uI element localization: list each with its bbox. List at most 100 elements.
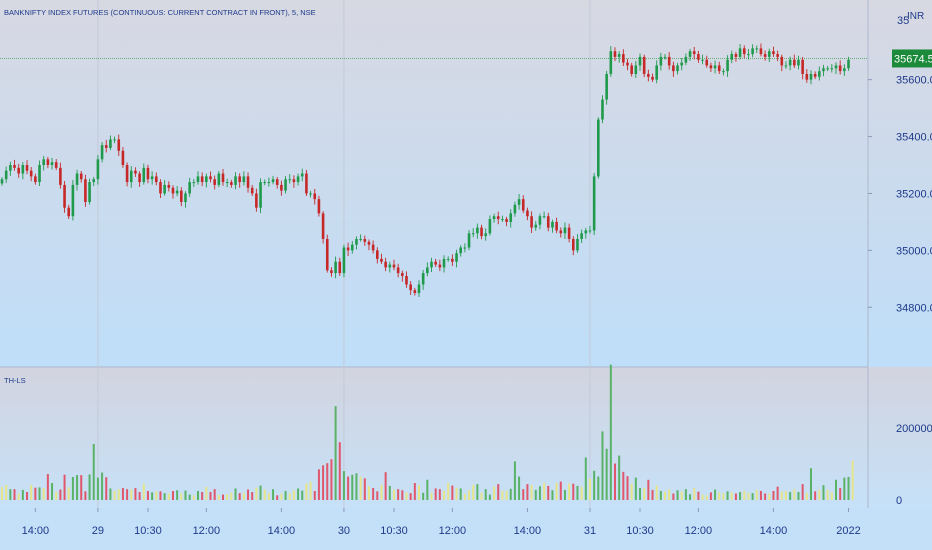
candle-body <box>626 62 629 66</box>
candle-body <box>21 165 25 174</box>
volume-bar <box>655 485 658 500</box>
volume-bar <box>593 470 596 500</box>
volume-bar <box>288 493 291 500</box>
candle-body <box>255 193 258 208</box>
volume-bar <box>843 477 846 500</box>
candle-body <box>672 65 675 72</box>
volume-bar <box>322 465 325 500</box>
time-tick-label: 30 <box>338 525 350 537</box>
volume-bar <box>443 490 446 500</box>
volume-bar <box>618 455 621 500</box>
candle-body <box>363 238 367 242</box>
candle-body <box>171 187 175 194</box>
volume-bar <box>576 485 579 500</box>
volume-bar <box>30 484 33 500</box>
volume-bar <box>797 492 800 500</box>
volume-bar <box>230 492 233 500</box>
candle-body <box>559 230 563 234</box>
candle-body <box>501 219 504 221</box>
candle-body <box>92 179 96 183</box>
volume-bar <box>117 489 120 500</box>
candle-body <box>659 56 663 66</box>
volume-bar <box>830 492 833 500</box>
volume-bar <box>142 483 145 500</box>
volume-bar <box>789 492 792 500</box>
candle-body <box>225 182 229 184</box>
volume-bar <box>355 473 358 500</box>
volume-bar <box>126 489 129 500</box>
candle-body <box>838 65 842 72</box>
volume-bar <box>559 481 562 500</box>
volume-bar <box>418 485 420 500</box>
candle-body <box>538 216 542 225</box>
candle-body <box>138 173 141 183</box>
candle-body <box>651 76 654 80</box>
volume-bar <box>392 489 395 500</box>
candle-body <box>730 54 734 60</box>
volume-bar <box>664 491 667 500</box>
volume-bar <box>505 490 508 500</box>
volume-bar <box>634 477 637 500</box>
volume-bar <box>209 492 212 500</box>
volume-bar <box>146 490 149 500</box>
volume-bar <box>255 487 258 500</box>
volume-bar <box>588 478 591 500</box>
volume-bar <box>568 483 571 500</box>
candle-body <box>801 59 804 74</box>
price-tick-label: 35000.00 <box>896 245 932 257</box>
volume-bar <box>668 489 671 500</box>
candle-body <box>163 184 166 194</box>
candle-body <box>175 190 179 194</box>
last-price-value: 35674.50 <box>894 53 932 65</box>
volume-bar <box>405 492 408 500</box>
candle-body <box>13 165 16 168</box>
candle-body <box>622 54 625 63</box>
candle-body <box>4 170 8 180</box>
volume-bar <box>755 489 758 500</box>
candle-body <box>734 54 738 57</box>
candle-body <box>88 182 91 202</box>
volume-bar <box>847 476 850 500</box>
candle-body <box>267 182 271 184</box>
volume-bar <box>814 491 817 500</box>
volume-bar <box>380 484 383 500</box>
candle-body <box>655 65 658 80</box>
candle-body <box>830 68 834 70</box>
candle-body <box>38 165 41 183</box>
volume-bar <box>76 475 79 500</box>
volume-bar <box>693 488 696 500</box>
volume-bar <box>305 483 308 500</box>
candle-body <box>705 59 709 66</box>
candle-body <box>563 227 567 234</box>
volume-bar <box>388 485 391 500</box>
candle-body <box>818 71 821 77</box>
time-tick-label: 12:00 <box>193 525 221 537</box>
volume-bar <box>51 483 54 500</box>
volume-bar <box>201 492 204 500</box>
price-tick-label: 35600.00 <box>896 75 932 87</box>
candle-body <box>409 284 412 291</box>
candle-body <box>634 65 638 74</box>
candle-body <box>488 219 492 234</box>
candle-body <box>217 173 221 185</box>
candle-body <box>184 193 187 202</box>
candle-body <box>259 182 262 208</box>
candle-body <box>330 270 333 274</box>
time-axis-background <box>0 508 932 550</box>
volume-bar <box>555 483 558 500</box>
time-tick-label: 10:30 <box>380 525 408 537</box>
volume-bar <box>367 486 370 500</box>
volume-bar <box>280 493 283 500</box>
candle-body <box>413 290 417 294</box>
candle-body <box>776 54 779 57</box>
volume-bar <box>743 490 746 500</box>
volume-bar <box>613 463 616 500</box>
candle-body <box>405 275 408 285</box>
volume-bar <box>801 484 804 500</box>
candle-body <box>442 258 446 268</box>
candle-body <box>271 179 275 183</box>
volume-bar <box>351 474 354 500</box>
candle-body <box>288 179 292 181</box>
candle-body <box>192 182 196 184</box>
